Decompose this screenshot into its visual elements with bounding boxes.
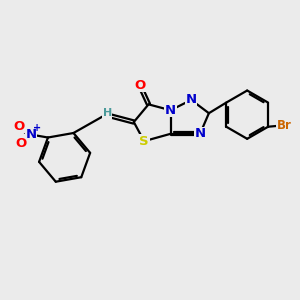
Text: Br: Br [277, 119, 292, 132]
Text: S: S [139, 135, 149, 148]
Text: N: N [25, 128, 36, 141]
Text: N: N [194, 127, 206, 140]
Text: N: N [165, 104, 176, 117]
Text: O: O [15, 137, 26, 150]
Text: H: H [103, 108, 112, 118]
Text: +: + [33, 123, 41, 133]
Text: N: N [186, 93, 197, 106]
Text: O: O [134, 79, 145, 92]
Text: O: O [13, 120, 24, 133]
